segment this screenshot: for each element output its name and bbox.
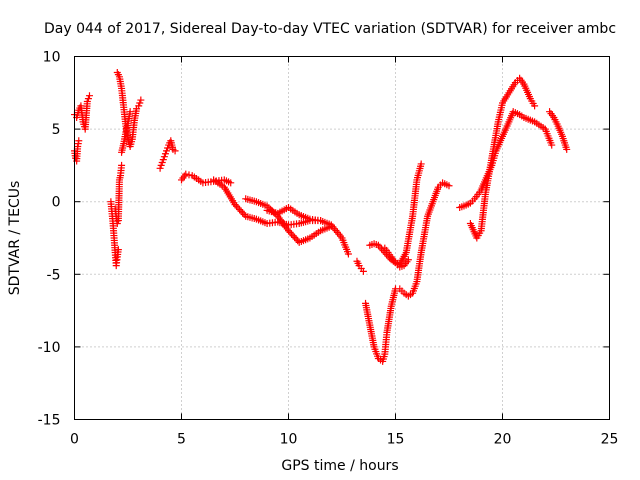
data-point — [292, 235, 300, 243]
x-tick-label: 10 — [280, 432, 298, 448]
data-point — [239, 209, 247, 217]
data-point — [531, 102, 539, 110]
data-point — [404, 256, 412, 264]
data-point — [548, 141, 556, 149]
data-point — [185, 171, 193, 179]
data-point — [233, 202, 241, 210]
data-point — [285, 227, 292, 235]
data-point — [171, 147, 179, 155]
y-tick-label: -5 — [47, 267, 61, 283]
data-point — [286, 228, 294, 236]
data-points — [71, 68, 571, 365]
x-tick-label: 5 — [177, 432, 186, 448]
series-s17 — [466, 74, 539, 242]
data-point — [327, 222, 335, 230]
data-point — [417, 160, 425, 168]
series-s18 — [546, 108, 571, 153]
y-tick-label: -15 — [38, 413, 61, 429]
x-tick-label: 0 — [70, 432, 79, 448]
series-s8 — [178, 170, 235, 187]
data-point — [289, 232, 297, 240]
data-point — [445, 182, 453, 190]
data-point — [137, 96, 145, 104]
data-point — [126, 108, 134, 116]
x-tick-label: 25 — [601, 432, 619, 448]
data-point — [359, 267, 367, 275]
data-point — [85, 92, 93, 100]
data-point — [291, 233, 299, 241]
data-point — [75, 137, 83, 145]
data-point — [378, 245, 386, 253]
data-point — [118, 161, 126, 169]
data-point — [563, 145, 571, 153]
series-s1 — [71, 92, 93, 133]
data-point — [236, 206, 244, 214]
data-point — [288, 230, 296, 238]
data-point — [317, 217, 325, 225]
series-s3 — [107, 198, 122, 270]
y-axis-label: SDTVAR / TECUs — [7, 181, 23, 296]
series-s10 — [242, 195, 335, 246]
plot-frame — [74, 56, 610, 420]
series-s4 — [111, 161, 126, 227]
data-point — [231, 201, 239, 209]
series-s5 — [113, 68, 145, 151]
data-point — [182, 170, 190, 178]
y-tick-label: -10 — [38, 340, 61, 356]
data-point — [114, 246, 122, 254]
y-tick-label: 10 — [43, 50, 61, 66]
chart-title: Day 044 of 2017, Sidereal Day-to-day VTE… — [44, 21, 616, 37]
series-s15 — [381, 244, 412, 271]
series-s2 — [71, 137, 83, 165]
data-point — [237, 207, 245, 215]
y-tick-label: 5 — [52, 122, 61, 138]
series-s12 — [353, 257, 367, 275]
x-tick-label: 15 — [387, 432, 405, 448]
series-s7 — [156, 137, 179, 172]
series-s13 — [362, 179, 453, 365]
data-point — [234, 204, 242, 212]
series-s16 — [456, 108, 556, 212]
series-s11 — [263, 204, 325, 225]
y-tick-label: 0 — [52, 195, 61, 211]
series-s9 — [210, 176, 352, 258]
data-point — [227, 179, 235, 187]
axis-ticks: 0 5 10 15 20 25 10 5 0 -5 -10 -15 — [38, 50, 619, 448]
x-tick-label: 20 — [494, 432, 512, 448]
data-point — [240, 211, 248, 219]
data-point — [344, 250, 352, 258]
x-axis-label: GPS time / hours — [281, 458, 398, 474]
series-s6 — [118, 108, 134, 156]
